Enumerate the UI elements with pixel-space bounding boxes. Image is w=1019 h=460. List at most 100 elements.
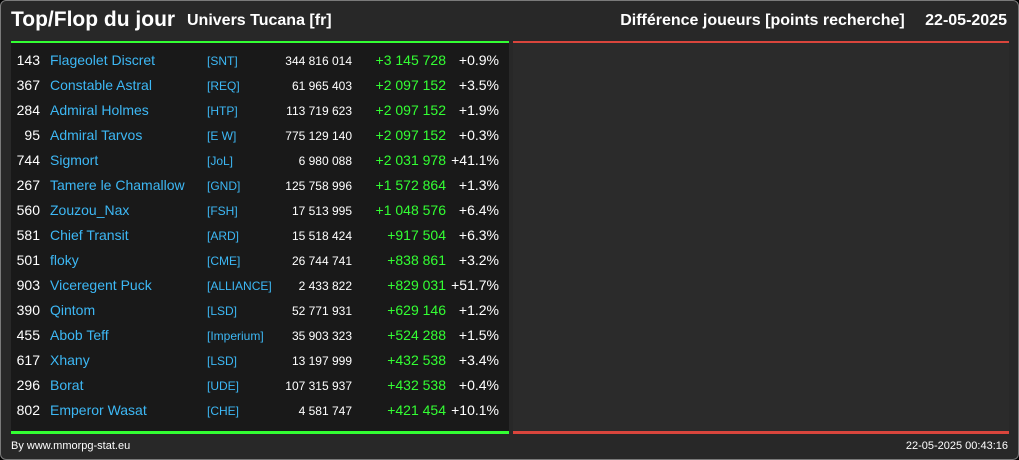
player-rank: 143: [16, 52, 40, 68]
percent-change: +3.5%: [458, 77, 499, 93]
table-row: 560 Zouzou_Nax [FSH] 17 513 995 +1 048 576 +6…: [11, 199, 509, 224]
alliance-tag-link[interactable]: [E W]: [207, 129, 237, 143]
points-difference: +917 504: [387, 227, 446, 243]
percent-change: +3.2%: [458, 252, 499, 268]
research-points: 113 719 623: [286, 104, 352, 118]
player-name-link[interactable]: Zouzou_Nax: [50, 202, 130, 218]
points-difference: +2 031 978: [375, 152, 446, 168]
player-rank: 744: [16, 152, 40, 168]
credit-link[interactable]: By www.mmorpg-stat.eu: [11, 440, 131, 452]
flop-panel-accent-top: [513, 41, 1009, 44]
report-date: 22-05-2025: [925, 12, 1007, 29]
points-difference: +838 861: [387, 252, 446, 268]
table-row: 581 Chief Transit [ARD] 15 518 424 +917 504 +…: [11, 224, 509, 249]
player-rank: 560: [16, 202, 40, 218]
table-row: 267 Tamere le Chamallow [GND] 125 758 996 +1…: [11, 174, 509, 199]
research-points: 26 744 741: [291, 254, 352, 268]
player-name-link[interactable]: Admiral Tarvos: [50, 127, 143, 143]
table-row: 367 Constable Astral [REQ] 61 965 403 +2 097…: [11, 74, 509, 99]
table-row: 296 Borat [UDE] 107 315 937 +432 538 +0.4%: [11, 374, 509, 399]
percent-change: +10.1%: [451, 402, 499, 418]
points-difference: +3 145 728: [375, 52, 446, 68]
player-rank: 903: [16, 277, 40, 293]
alliance-tag-link[interactable]: [UDE]: [207, 379, 240, 393]
generated-timestamp: 22-05-2025 00:43:16: [905, 440, 1008, 452]
alliance-tag-link[interactable]: [LSD]: [207, 304, 238, 318]
alliance-tag-link[interactable]: [CME]: [207, 254, 241, 268]
research-points: 52 771 931: [291, 304, 352, 318]
universe-label: Univers Tucana [fr]: [187, 12, 332, 29]
alliance-tag-link[interactable]: [JoL]: [207, 154, 234, 168]
alliance-tag-link[interactable]: [REQ]: [207, 79, 240, 93]
flop-players-panel: [513, 43, 1009, 432]
player-rank: 501: [16, 252, 40, 268]
player-name-link[interactable]: Xhany: [50, 352, 90, 368]
research-points: 4 581 747: [298, 404, 352, 418]
player-name-link[interactable]: Admiral Holmes: [50, 102, 149, 118]
points-difference: +2 097 152: [375, 77, 446, 93]
alliance-tag-link[interactable]: [LSD]: [207, 354, 238, 368]
player-rank: 267: [16, 177, 40, 193]
research-points: 15 518 424: [291, 229, 352, 243]
percent-change: +1.3%: [458, 177, 499, 193]
top-players-panel: 143 Flageolet Discret [SNT] 344 816 014 +3 1…: [11, 43, 509, 432]
table-row: 501 floky [CME] 26 744 741 +838 861 +3.2%: [11, 249, 509, 274]
points-difference: +2 097 152: [375, 102, 446, 118]
player-name-link[interactable]: floky: [50, 252, 79, 268]
research-points: 17 513 995: [291, 204, 352, 218]
alliance-tag-link[interactable]: [Imperium]: [207, 329, 264, 343]
alliance-tag-link[interactable]: [FSH]: [207, 204, 238, 218]
player-name-link[interactable]: Abob Teff: [50, 327, 109, 343]
percent-change: +3.4%: [458, 352, 499, 368]
points-difference: +1 048 576: [375, 202, 446, 218]
percent-change: +0.3%: [458, 127, 499, 143]
player-name-link[interactable]: Viceregent Puck: [50, 277, 152, 293]
points-difference: +2 097 152: [375, 127, 446, 143]
table-row: 143 Flageolet Discret [SNT] 344 816 014 +3 1…: [11, 49, 509, 74]
research-points: 344 816 014: [285, 54, 352, 68]
alliance-tag-link[interactable]: [SNT]: [207, 54, 238, 68]
research-points: 35 903 323: [291, 329, 352, 343]
research-points: 61 965 403: [291, 79, 352, 93]
alliance-tag-link[interactable]: [ARD]: [207, 229, 240, 243]
alliance-tag-link[interactable]: [CHE]: [207, 404, 240, 418]
table-row: 903 Viceregent Puck [ALLIANCE] 2 433 822 +82…: [11, 274, 509, 299]
player-rank: 296: [16, 377, 40, 393]
points-difference: +629 146: [387, 302, 446, 318]
percent-change: +6.3%: [458, 227, 499, 243]
player-name-link[interactable]: Flageolet Discret: [50, 52, 156, 68]
percent-change: +41.1%: [451, 152, 499, 168]
player-name-link[interactable]: Emperor Wasat: [50, 402, 147, 418]
alliance-tag-link[interactable]: [GND]: [207, 179, 241, 193]
player-name-link[interactable]: Tamere le Chamallow: [50, 177, 185, 193]
research-points: 107 315 937: [285, 379, 352, 393]
player-name-link[interactable]: Qintom: [50, 302, 96, 318]
player-rank: 455: [16, 327, 40, 343]
player-rank: 802: [16, 402, 40, 418]
player-rank: 390: [16, 302, 40, 318]
alliance-tag-link[interactable]: [ALLIANCE]: [207, 279, 272, 293]
table-row: 617 Xhany [LSD] 13 197 999 +432 538 +3.4%: [11, 349, 509, 374]
alliance-tag-link[interactable]: [HTP]: [207, 104, 238, 118]
player-name-link[interactable]: Chief Transit: [50, 227, 129, 243]
player-name-link[interactable]: Borat: [50, 377, 84, 393]
top-panel-accent-bottom: [11, 431, 509, 434]
percent-change: +1.5%: [458, 327, 499, 343]
percent-change: +6.4%: [458, 202, 499, 218]
table-row: 455 Abob Teff [Imperium] 35 903 323 +524 288…: [11, 324, 509, 349]
player-name-link[interactable]: Sigmort: [50, 152, 99, 168]
percent-change: +0.9%: [458, 52, 499, 68]
research-points: 775 129 140: [285, 129, 352, 143]
research-points: 6 980 088: [298, 154, 352, 168]
player-rank: 284: [16, 102, 40, 118]
points-difference: +421 454: [387, 402, 446, 418]
points-difference: +432 538: [387, 352, 446, 368]
percent-change: +0.4%: [458, 377, 499, 393]
player-name-link[interactable]: Constable Astral: [50, 77, 152, 93]
points-difference: +829 031: [387, 277, 446, 293]
research-points: 125 758 996: [285, 179, 352, 193]
research-points: 13 197 999: [291, 354, 352, 368]
points-difference: +1 572 864: [375, 177, 446, 193]
metric-label: Différence joueurs [points recherche]: [620, 12, 905, 29]
